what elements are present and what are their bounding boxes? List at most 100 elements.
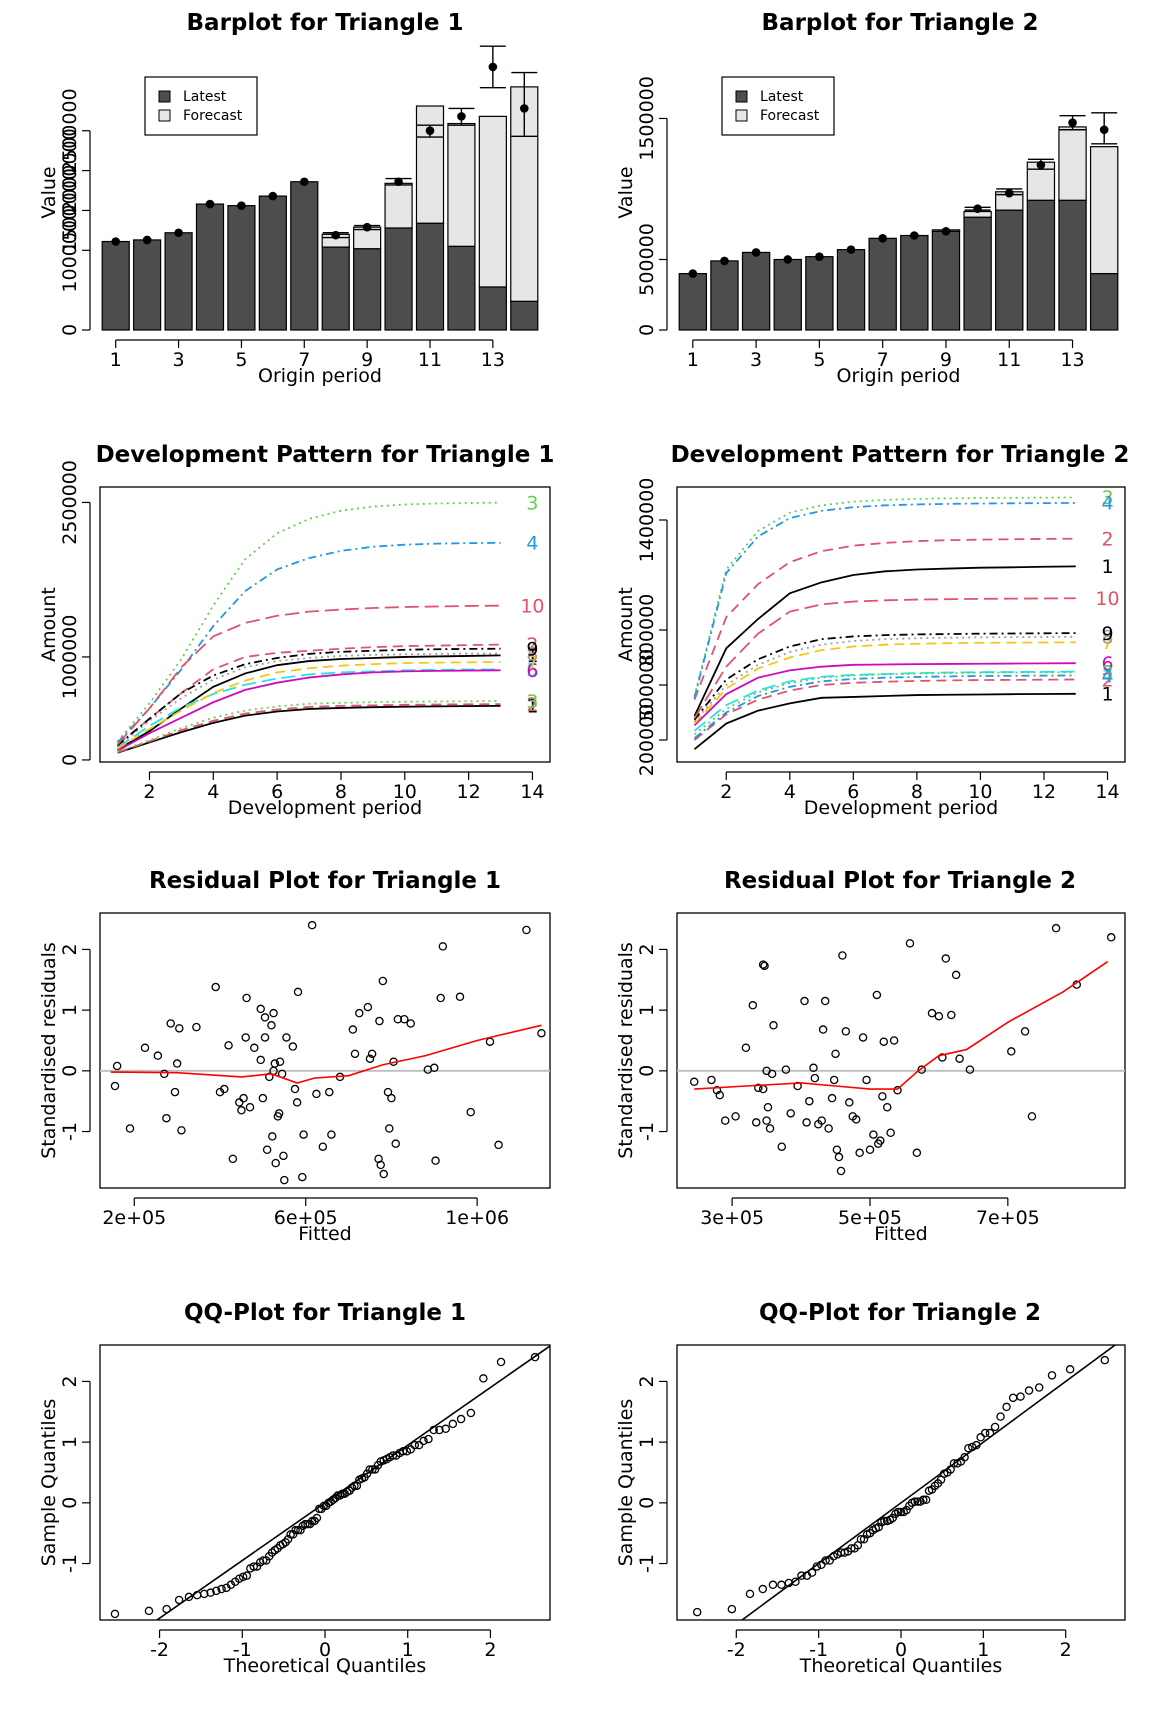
series-line (693, 565, 1076, 717)
series-label: 6 (526, 660, 538, 682)
qq-point (200, 1589, 209, 1599)
estimate-point (910, 231, 919, 240)
y-tick-label: 1400000 (636, 478, 658, 563)
residual-point (431, 1156, 440, 1165)
residual-point (274, 1109, 284, 1118)
qq-point (296, 1525, 305, 1535)
x-axis-label: Development period (228, 797, 422, 819)
y-tick-label: 500000 (636, 649, 658, 722)
plot-box (676, 1344, 1126, 1621)
residual-point (172, 1059, 182, 1068)
residual-point (836, 1166, 846, 1176)
qq-point (692, 1607, 702, 1617)
qq-point (807, 1568, 817, 1577)
residual-point (258, 1093, 268, 1103)
y-tick-label: -1 (636, 1122, 658, 1141)
chart-title: Barplot for Triangle 2 (762, 10, 1039, 36)
qq-point (902, 1505, 911, 1515)
bar-latest (227, 205, 256, 331)
estimate-point (519, 104, 529, 113)
bar-latest (1058, 199, 1087, 331)
x-axis-label: Fitted (298, 1223, 351, 1245)
qq-point (217, 1584, 226, 1594)
residual-point (769, 1021, 778, 1030)
residual-point (905, 939, 915, 948)
residual-point (271, 1158, 280, 1168)
residual-point (748, 1001, 758, 1010)
residual-point (712, 1086, 722, 1095)
residual-panel: Residual Plot for Triangle 2 Fitted Standa… (615, 868, 1126, 1245)
series-label: 3 (1101, 662, 1113, 684)
y-tick-label: 1000000 (59, 208, 81, 293)
x-tick-label: 0 (895, 1639, 907, 1661)
residual-point (160, 1069, 169, 1079)
plot-box (99, 486, 551, 763)
qq-point (888, 1513, 897, 1523)
y-tick-label: 0 (636, 324, 658, 336)
residual-point (955, 1054, 964, 1063)
residual-point (845, 1098, 854, 1107)
x-axis-label: Theoretical Quantiles (223, 1655, 426, 1677)
x-tick-label: 1e+06 (445, 1207, 509, 1229)
y-tick-label: 2500000 (59, 88, 81, 173)
estimate-point (941, 226, 951, 236)
series-line (693, 635, 1076, 723)
residual-panel: Residual Plot for Triangle 1 Fitted Standa… (38, 868, 551, 1245)
qq-point (758, 1584, 768, 1594)
x-tick-label: 5e+05 (838, 1207, 902, 1229)
legend-box (721, 76, 835, 136)
residual-point (387, 1093, 396, 1103)
residual-point (267, 1021, 276, 1030)
x-tick-label: 1 (402, 1639, 414, 1661)
y-tick-label: 0 (59, 324, 81, 336)
qq-panel: QQ-Plot for Triangle 2 Theoretical Quanti… (615, 1300, 1126, 1677)
chart-title: Barplot for Triangle 1 (187, 10, 464, 36)
x-tick-label: 7 (298, 349, 310, 371)
y-tick-label: 0 (59, 1497, 81, 1509)
residual-point (177, 1126, 186, 1135)
residual-point (290, 1084, 300, 1094)
series-label: 3 (526, 691, 538, 713)
residual-point (220, 1084, 229, 1094)
y-axis-label: Amount (615, 587, 637, 662)
residual-point (851, 1115, 861, 1124)
residual-point (438, 942, 448, 951)
development-panel: Development Pattern for Triangle 2 Develo… (615, 442, 1129, 819)
residual-point (741, 1043, 751, 1053)
residual-point (365, 1054, 375, 1063)
qq-point (328, 1495, 338, 1505)
series-label: 3 (1101, 487, 1113, 509)
qq-point (893, 1507, 903, 1517)
x-tick-label: 4 (784, 781, 796, 803)
series-line (117, 654, 501, 751)
residual-point (175, 1024, 184, 1033)
series-line (693, 537, 1076, 700)
y-tick-label: 2 (636, 1375, 658, 1387)
qq-point (797, 1571, 806, 1580)
residual-point (166, 1019, 175, 1028)
chart-title: Residual Plot for Triangle 1 (149, 868, 501, 894)
x-tick-label: -1 (809, 1639, 828, 1661)
x-tick-label: 11 (997, 349, 1021, 371)
y-tick-label: 0 (636, 1497, 658, 1509)
x-tick-label: 1 (110, 349, 122, 371)
qq-point (184, 1592, 194, 1602)
series-line (693, 597, 1076, 719)
series-line (117, 700, 501, 753)
x-tick-label: 3e+05 (700, 1207, 764, 1229)
chart-title: Development Pattern for Triangle 2 (671, 442, 1130, 468)
residual-point (242, 993, 251, 1003)
series-line (117, 703, 501, 754)
qq-point (496, 1357, 506, 1367)
residual-point (951, 970, 961, 980)
qq-point (812, 1562, 822, 1571)
qq-point (435, 1425, 444, 1435)
x-tick-label: 8 (335, 781, 347, 803)
qq-point (530, 1352, 540, 1362)
qq-point (466, 1408, 476, 1418)
qq-point (368, 1465, 377, 1474)
residual-point (1051, 923, 1061, 933)
residual-point (162, 1113, 171, 1123)
series-label: 4 (1101, 665, 1113, 687)
residual-point (270, 1059, 280, 1068)
